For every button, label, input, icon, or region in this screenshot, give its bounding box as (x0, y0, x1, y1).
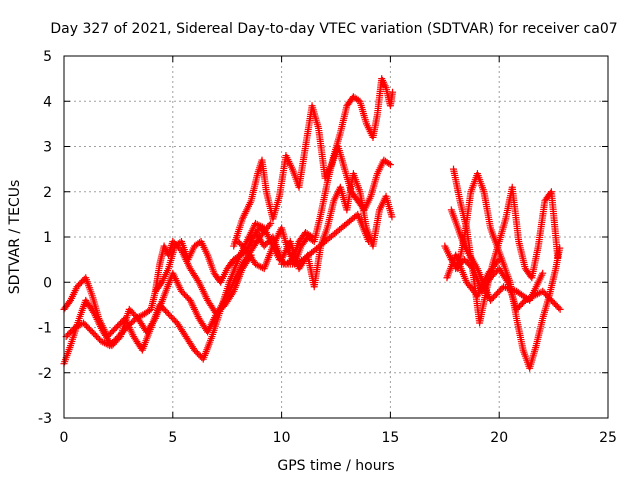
series-track-3 (62, 238, 255, 350)
y-axis-label: SDTVAR / TECUs (7, 180, 23, 295)
data-point (89, 308, 97, 316)
y-tick-label: -3 (38, 411, 52, 427)
data-point (385, 159, 393, 167)
data-point (386, 161, 394, 169)
x-tick-label: 25 (599, 430, 617, 446)
y-tick-label: 1 (43, 230, 52, 246)
data-point (494, 257, 502, 265)
data-point (388, 213, 396, 221)
y-tick-label: -1 (38, 321, 52, 337)
data-point (555, 304, 563, 312)
data-point (389, 88, 397, 96)
data-point (503, 277, 511, 285)
axis-ticks (63, 55, 609, 419)
x-axis-label: GPS time / hours (277, 458, 394, 474)
data-point (229, 289, 237, 297)
y-tick-label: 0 (43, 275, 52, 291)
data-point (194, 277, 202, 285)
data-point (554, 253, 562, 261)
y-tick-label: -2 (38, 366, 52, 382)
x-tick-label: 20 (490, 430, 508, 446)
data-point (539, 269, 547, 277)
chart-title: Day 327 of 2021, Sidereal Day-to-day VTE… (50, 21, 617, 37)
series-track-7 (251, 170, 396, 291)
data-point (150, 316, 158, 324)
y-tick-label: 2 (43, 185, 52, 201)
x-tick-label: 10 (273, 430, 291, 446)
x-tick-label: 15 (381, 430, 399, 446)
x-tick-labels: 0 5 10 15 20 25 (60, 430, 617, 446)
data-point (267, 219, 275, 227)
y-tick-label: 5 (43, 49, 52, 65)
data-point (265, 221, 273, 229)
x-tick-label: 5 (168, 430, 177, 446)
data-point (556, 305, 564, 313)
x-tick-label: 0 (60, 430, 69, 446)
series-track-10 (452, 256, 564, 313)
series-track-9 (447, 165, 562, 327)
y-tick-label: 3 (43, 140, 52, 156)
y-tick-labels: -3 -2 -1 0 1 2 3 4 5 (38, 49, 52, 427)
y-tick-label: 4 (43, 94, 52, 110)
data-points (60, 75, 564, 372)
grid-lines (64, 56, 608, 418)
data-point (365, 238, 373, 246)
